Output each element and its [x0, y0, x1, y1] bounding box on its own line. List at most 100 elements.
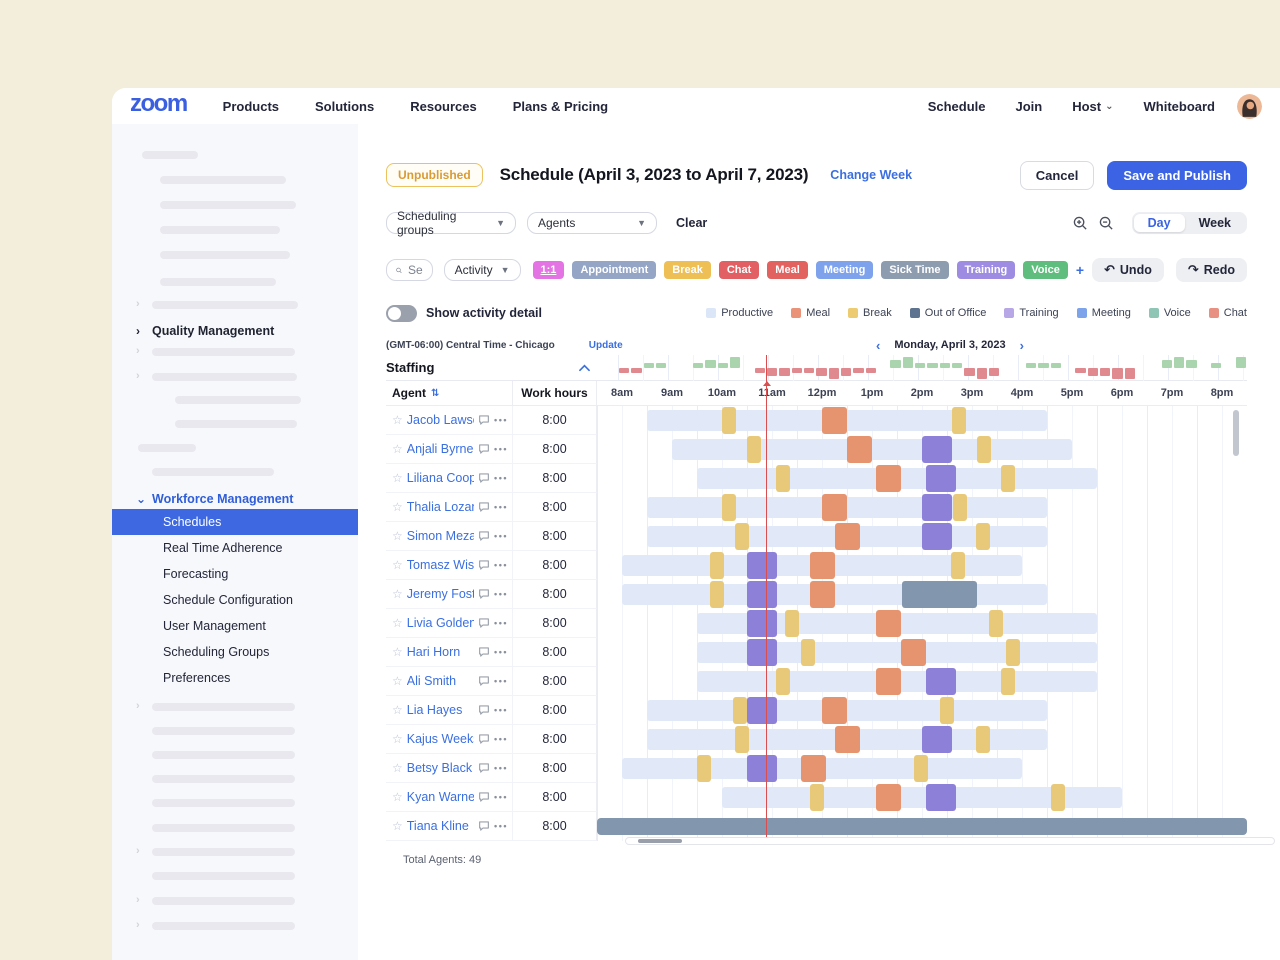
chat-bubble-icon[interactable]: [478, 791, 490, 803]
sidebar-item-schedules[interactable]: Schedules: [112, 509, 358, 535]
chip-meal[interactable]: Meal: [767, 261, 808, 279]
productive-shift-bar[interactable]: [647, 497, 1047, 518]
sidebar-item-real-time-adherence[interactable]: Real Time Adherence: [163, 541, 283, 555]
nav-item-whiteboard[interactable]: Whiteboard: [1143, 98, 1216, 114]
agent-name-link[interactable]: Jacob Lawson: [406, 413, 474, 427]
training-segment-bar[interactable]: [926, 465, 956, 492]
nav-item-resources[interactable]: Resources: [410, 98, 477, 114]
training-segment-bar[interactable]: [926, 668, 956, 695]
break-segment-bar[interactable]: [734, 523, 749, 550]
training-segment-bar[interactable]: [747, 552, 777, 579]
vertical-scrollbar-thumb[interactable]: [1233, 410, 1239, 456]
training-segment-bar[interactable]: [922, 726, 952, 753]
more-options-icon[interactable]: •••: [494, 647, 508, 657]
sort-icon[interactable]: ⇅: [431, 387, 440, 399]
agent-name-link[interactable]: Lia Hayes: [406, 703, 463, 717]
agent-name-link[interactable]: Tomasz Wise: [406, 558, 475, 572]
chat-bubble-icon[interactable]: [478, 646, 490, 658]
sidebar-item-preferences[interactable]: Preferences: [163, 671, 231, 685]
clear-filters-link[interactable]: Clear: [676, 216, 708, 230]
timezone-update-link[interactable]: Update: [588, 339, 623, 351]
chat-bubble-icon[interactable]: [478, 501, 490, 513]
break-segment-bar[interactable]: [776, 465, 790, 492]
sidebar-item-schedule-configuration[interactable]: Schedule Configuration: [163, 593, 293, 607]
meal-segment-bar[interactable]: [876, 610, 901, 637]
star-icon[interactable]: ☆: [392, 674, 403, 688]
sidebar-item-forecasting[interactable]: Forecasting: [163, 567, 229, 581]
training-segment-bar[interactable]: [922, 436, 952, 463]
sidebar-item-quality-management[interactable]: › Quality Management: [112, 322, 358, 340]
meal-segment-bar[interactable]: [901, 639, 926, 666]
nav-item-solutions[interactable]: Solutions: [315, 98, 375, 114]
productive-shift-bar[interactable]: [647, 410, 1047, 431]
chat-bubble-icon[interactable]: [478, 675, 490, 687]
nav-item-host[interactable]: Host ⌄: [1072, 98, 1114, 114]
break-segment-bar[interactable]: [722, 494, 736, 521]
meal-segment-bar[interactable]: [822, 494, 847, 521]
break-segment-bar[interactable]: [734, 726, 749, 753]
break-segment-bar[interactable]: [784, 610, 799, 637]
agent-name-link[interactable]: Hari Horn: [406, 645, 461, 659]
productive-shift-bar[interactable]: [622, 584, 1047, 605]
chat-bubble-icon[interactable]: [478, 559, 490, 571]
training-segment-bar[interactable]: [747, 581, 777, 608]
star-icon[interactable]: ☆: [392, 413, 403, 427]
chip-chat[interactable]: Chat: [718, 261, 760, 279]
save-publish-button[interactable]: Save and Publish: [1107, 160, 1247, 190]
nav-item-products[interactable]: Products: [222, 98, 280, 114]
meal-segment-bar[interactable]: [822, 407, 847, 434]
agent-name-link[interactable]: Simon Meza: [406, 529, 475, 543]
more-options-icon[interactable]: •••: [494, 502, 508, 512]
more-options-icon[interactable]: •••: [494, 792, 508, 802]
chat-bubble-icon[interactable]: [478, 414, 490, 426]
change-week-link[interactable]: Change Week: [830, 168, 913, 182]
meal-segment-bar[interactable]: [801, 755, 826, 782]
break-segment-bar[interactable]: [976, 523, 990, 550]
cancel-button[interactable]: Cancel: [1019, 160, 1095, 190]
horizontal-scrollbar-thumb[interactable]: [638, 839, 682, 843]
sidebar-item-scheduling-groups[interactable]: Scheduling Groups: [163, 645, 270, 659]
star-icon[interactable]: ☆: [392, 645, 403, 659]
ooo-segment-bar[interactable]: [902, 581, 977, 608]
more-options-icon[interactable]: •••: [494, 618, 508, 628]
show-activity-detail-toggle[interactable]: [386, 304, 417, 322]
chip-meeting[interactable]: Meeting: [815, 261, 874, 279]
more-options-icon[interactable]: •••: [494, 589, 508, 599]
view-option-week[interactable]: Week: [1198, 216, 1231, 230]
chat-bubble-icon[interactable]: [478, 472, 490, 484]
break-segment-bar[interactable]: [977, 436, 991, 463]
meal-segment-bar[interactable]: [809, 581, 835, 608]
horizontal-scrollbar[interactable]: [625, 837, 1275, 845]
agent-name-link[interactable]: Kajus Weeks: [406, 732, 475, 746]
agent-name-link[interactable]: Ali Smith: [406, 674, 457, 688]
meal-segment-bar[interactable]: [847, 436, 872, 463]
meal-segment-bar[interactable]: [876, 668, 901, 695]
productive-shift-bar[interactable]: [647, 700, 1047, 721]
break-segment-bar[interactable]: [939, 697, 954, 724]
next-day-icon[interactable]: ›: [1019, 337, 1024, 353]
star-icon[interactable]: ☆: [392, 500, 403, 514]
chat-bubble-icon[interactable]: [478, 704, 490, 716]
break-segment-bar[interactable]: [951, 552, 965, 579]
chat-bubble-icon[interactable]: [478, 762, 490, 774]
break-segment-bar[interactable]: [722, 407, 736, 434]
previous-day-icon[interactable]: ‹: [876, 337, 881, 353]
training-segment-bar[interactable]: [747, 639, 777, 666]
more-options-icon[interactable]: •••: [494, 531, 508, 541]
more-options-icon[interactable]: •••: [494, 560, 508, 570]
agent-name-link[interactable]: Thalia Lozano: [406, 500, 474, 514]
break-segment-bar[interactable]: [1001, 668, 1015, 695]
chip-1-1[interactable]: 1:1: [532, 261, 565, 279]
break-segment-bar[interactable]: [709, 581, 724, 608]
meal-segment-bar[interactable]: [876, 784, 901, 811]
more-options-icon[interactable]: •••: [494, 676, 508, 686]
redo-button[interactable]: ↷ Redo: [1175, 258, 1247, 282]
training-segment-bar[interactable]: [926, 784, 956, 811]
break-segment-bar[interactable]: [809, 784, 824, 811]
search-box[interactable]: [386, 259, 433, 281]
star-icon[interactable]: ☆: [392, 587, 403, 601]
more-options-icon[interactable]: •••: [494, 763, 508, 773]
more-options-icon[interactable]: •••: [494, 705, 508, 715]
star-icon[interactable]: ☆: [392, 442, 403, 456]
break-segment-bar[interactable]: [952, 407, 966, 434]
